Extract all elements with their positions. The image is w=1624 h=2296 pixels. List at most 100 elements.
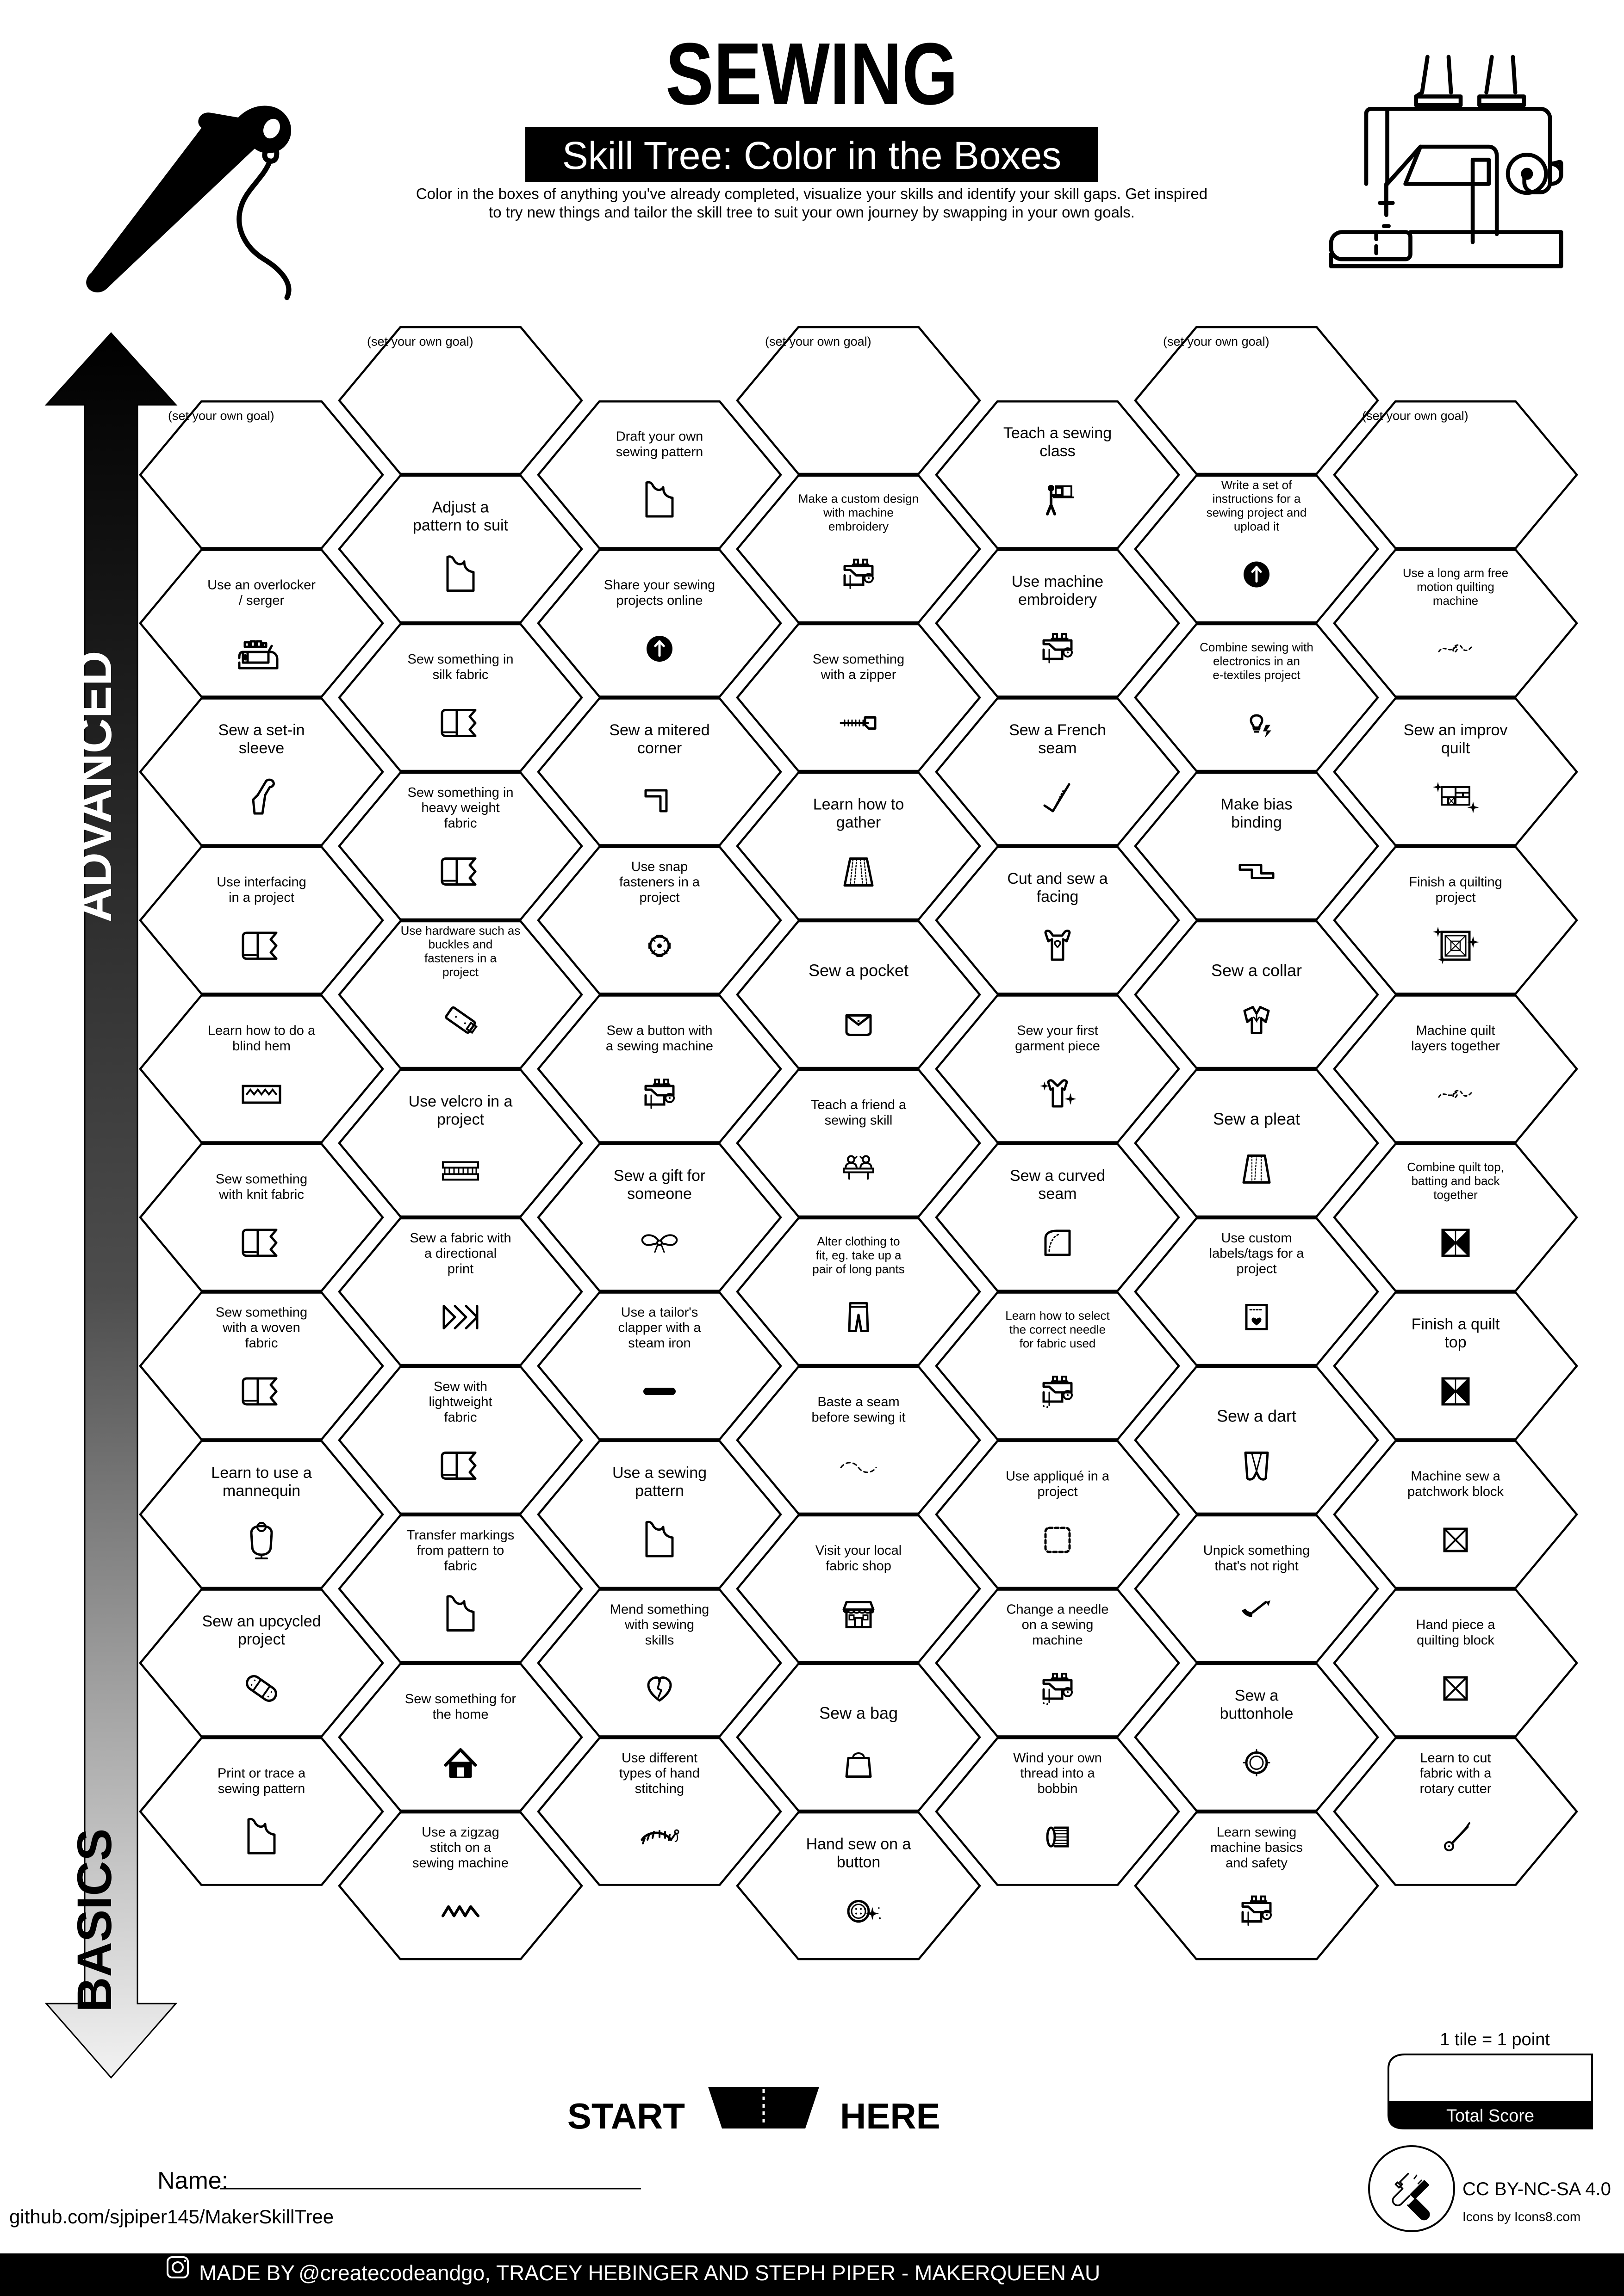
svg-text:Use hardware such as: Use hardware such as bbox=[401, 924, 521, 937]
svg-text:Teach a friend a: Teach a friend a bbox=[811, 1098, 907, 1112]
svg-text:Machine sew a: Machine sew a bbox=[1411, 1469, 1500, 1484]
svg-text:from pattern to: from pattern to bbox=[417, 1543, 504, 1558]
svg-text:Sew a collar: Sew a collar bbox=[1211, 961, 1302, 980]
svg-text:to try new things and tailor t: to try new things and tailor the skill t… bbox=[489, 204, 1135, 221]
svg-text:print: print bbox=[448, 1262, 473, 1277]
svg-text:Learn to cut: Learn to cut bbox=[1420, 1750, 1491, 1765]
svg-text:mannequin: mannequin bbox=[223, 1482, 300, 1500]
svg-text:sleeve: sleeve bbox=[239, 739, 284, 757]
svg-text:fasteners in a: fasteners in a bbox=[424, 951, 497, 965]
svg-text:Share your sewing: Share your sewing bbox=[604, 578, 715, 593]
svg-text:with knit fabric: with knit fabric bbox=[218, 1187, 304, 1202]
svg-text:Sew a mitered: Sew a mitered bbox=[609, 721, 709, 739]
svg-text:with a woven: with a woven bbox=[222, 1321, 300, 1335]
svg-text:class: class bbox=[1039, 442, 1075, 460]
svg-text:Use different: Use different bbox=[622, 1750, 697, 1765]
svg-text:Color in the boxes of anything: Color in the boxes of anything you've al… bbox=[416, 185, 1207, 202]
svg-text:Use custom: Use custom bbox=[1221, 1231, 1292, 1246]
svg-text:Cut and sew a: Cut and sew a bbox=[1007, 870, 1108, 887]
svg-text:bobbin: bobbin bbox=[1037, 1781, 1077, 1796]
svg-text:buttonhole: buttonhole bbox=[1220, 1705, 1294, 1723]
svg-text:types of hand: types of hand bbox=[619, 1766, 700, 1781]
svg-text:clapper with a: clapper with a bbox=[618, 1321, 702, 1335]
svg-text:the correct needle: the correct needle bbox=[1009, 1322, 1106, 1336]
svg-text:Sew a French: Sew a French bbox=[1009, 721, 1106, 739]
svg-text:fabric: fabric bbox=[444, 1559, 477, 1574]
svg-text:embroidery: embroidery bbox=[828, 520, 889, 534]
svg-text:Baste a seam: Baste a seam bbox=[817, 1395, 899, 1409]
svg-text:Use a tailor's: Use a tailor's bbox=[621, 1305, 698, 1320]
svg-text:Sew something: Sew something bbox=[216, 1305, 307, 1320]
svg-text:rotary cutter: rotary cutter bbox=[1420, 1781, 1492, 1796]
svg-text:fabric shop: fabric shop bbox=[826, 1559, 891, 1574]
svg-text:Combine quilt top,: Combine quilt top, bbox=[1407, 1160, 1504, 1174]
svg-text:fabric with a: fabric with a bbox=[1420, 1766, 1492, 1781]
svg-text:fabric: fabric bbox=[444, 816, 477, 831]
svg-text:1 tile = 1 point: 1 tile = 1 point bbox=[1440, 2030, 1550, 2049]
svg-text:Total Score: Total Score bbox=[1446, 2106, 1534, 2126]
svg-text:Learn how to do a: Learn how to do a bbox=[208, 1024, 316, 1038]
svg-text:project: project bbox=[238, 1631, 286, 1648]
svg-text:sewing skill: sewing skill bbox=[825, 1113, 893, 1128]
svg-text:project: project bbox=[442, 965, 479, 979]
svg-text:Visit your local: Visit your local bbox=[815, 1543, 902, 1558]
svg-text:top: top bbox=[1444, 1334, 1466, 1351]
svg-text:with a zipper: with a zipper bbox=[821, 668, 896, 683]
svg-text:Adjust a: Adjust a bbox=[432, 498, 489, 516]
svg-text:and safety: and safety bbox=[1226, 1856, 1288, 1871]
svg-text:SEWING: SEWING bbox=[666, 25, 958, 123]
svg-text:Learn how to select: Learn how to select bbox=[1005, 1309, 1110, 1322]
svg-text:Transfer markings: Transfer markings bbox=[407, 1528, 515, 1543]
svg-text:Sew something: Sew something bbox=[813, 652, 904, 667]
svg-text:(set your own goal): (set your own goal) bbox=[367, 335, 473, 348]
svg-text:patchwork block: patchwork block bbox=[1407, 1484, 1504, 1499]
svg-text:project: project bbox=[437, 1111, 485, 1129]
svg-text:Sew an upcycled: Sew an upcycled bbox=[202, 1613, 321, 1630]
svg-text:Sew a pocket: Sew a pocket bbox=[809, 961, 908, 980]
svg-text:ADVANCED: ADVANCED bbox=[68, 651, 122, 922]
svg-text:electronics in an: electronics in an bbox=[1213, 654, 1300, 668]
svg-text:Use a sewing: Use a sewing bbox=[612, 1464, 707, 1482]
svg-text:skills: skills bbox=[645, 1633, 674, 1648]
svg-text:with sewing: with sewing bbox=[624, 1618, 694, 1632]
svg-text:button: button bbox=[837, 1854, 881, 1871]
svg-text:Skill Tree: Color in the Boxes: Skill Tree: Color in the Boxes bbox=[562, 134, 1061, 177]
svg-text:Finish a quilt: Finish a quilt bbox=[1412, 1316, 1500, 1333]
svg-text:for fabric used: for fabric used bbox=[1020, 1336, 1096, 1350]
svg-text:Sew an improv: Sew an improv bbox=[1404, 721, 1508, 739]
svg-text:Machine quilt: Machine quilt bbox=[1416, 1024, 1495, 1038]
svg-text:START: START bbox=[567, 2096, 685, 2136]
svg-text:Alter clothing to: Alter clothing to bbox=[817, 1235, 900, 1248]
svg-text:project: project bbox=[1037, 1484, 1077, 1499]
svg-text:Sew a: Sew a bbox=[1235, 1687, 1279, 1704]
svg-text:Hand piece a: Hand piece a bbox=[1416, 1618, 1496, 1632]
svg-text:Sew a fabric with: Sew a fabric with bbox=[410, 1231, 511, 1246]
svg-text:motion quilting: motion quilting bbox=[1417, 580, 1494, 594]
svg-text:Sew your first: Sew your first bbox=[1017, 1024, 1098, 1038]
svg-text:that's not right: that's not right bbox=[1214, 1559, 1298, 1574]
svg-text:Use velcro in a: Use velcro in a bbox=[409, 1092, 513, 1110]
svg-text:labels/tags for a: labels/tags for a bbox=[1209, 1246, 1305, 1261]
svg-text:sewing pattern: sewing pattern bbox=[616, 445, 703, 459]
svg-text:(set your own goal): (set your own goal) bbox=[1362, 409, 1468, 423]
svg-text:Hand sew on a: Hand sew on a bbox=[806, 1835, 911, 1853]
svg-text:gather: gather bbox=[836, 814, 881, 832]
svg-text:seam: seam bbox=[1038, 739, 1076, 757]
svg-text:stitch on a: stitch on a bbox=[430, 1840, 492, 1855]
svg-text:Sew something in: Sew something in bbox=[408, 785, 514, 800]
svg-text:with machine: with machine bbox=[823, 506, 894, 520]
svg-text:(set your own goal): (set your own goal) bbox=[1163, 335, 1269, 348]
svg-text:Learn sewing: Learn sewing bbox=[1217, 1825, 1297, 1840]
svg-text:pair of long pants: pair of long pants bbox=[812, 1262, 904, 1276]
svg-text:before sewing it: before sewing it bbox=[811, 1410, 905, 1425]
svg-text:buckles and: buckles and bbox=[429, 937, 493, 951]
svg-text:in a project: in a project bbox=[229, 890, 294, 905]
svg-text:Sew a set-in: Sew a set-in bbox=[218, 721, 305, 739]
svg-text:(set your own goal): (set your own goal) bbox=[765, 335, 871, 348]
svg-text:pattern to suit: pattern to suit bbox=[413, 517, 509, 534]
svg-text:sewing project and: sewing project and bbox=[1207, 506, 1307, 520]
svg-text:seam: seam bbox=[1038, 1185, 1076, 1203]
svg-text:Draft your own: Draft your own bbox=[616, 429, 703, 444]
svg-text:Use an overlocker: Use an overlocker bbox=[207, 578, 316, 593]
svg-text:Write a set of: Write a set of bbox=[1221, 478, 1292, 492]
